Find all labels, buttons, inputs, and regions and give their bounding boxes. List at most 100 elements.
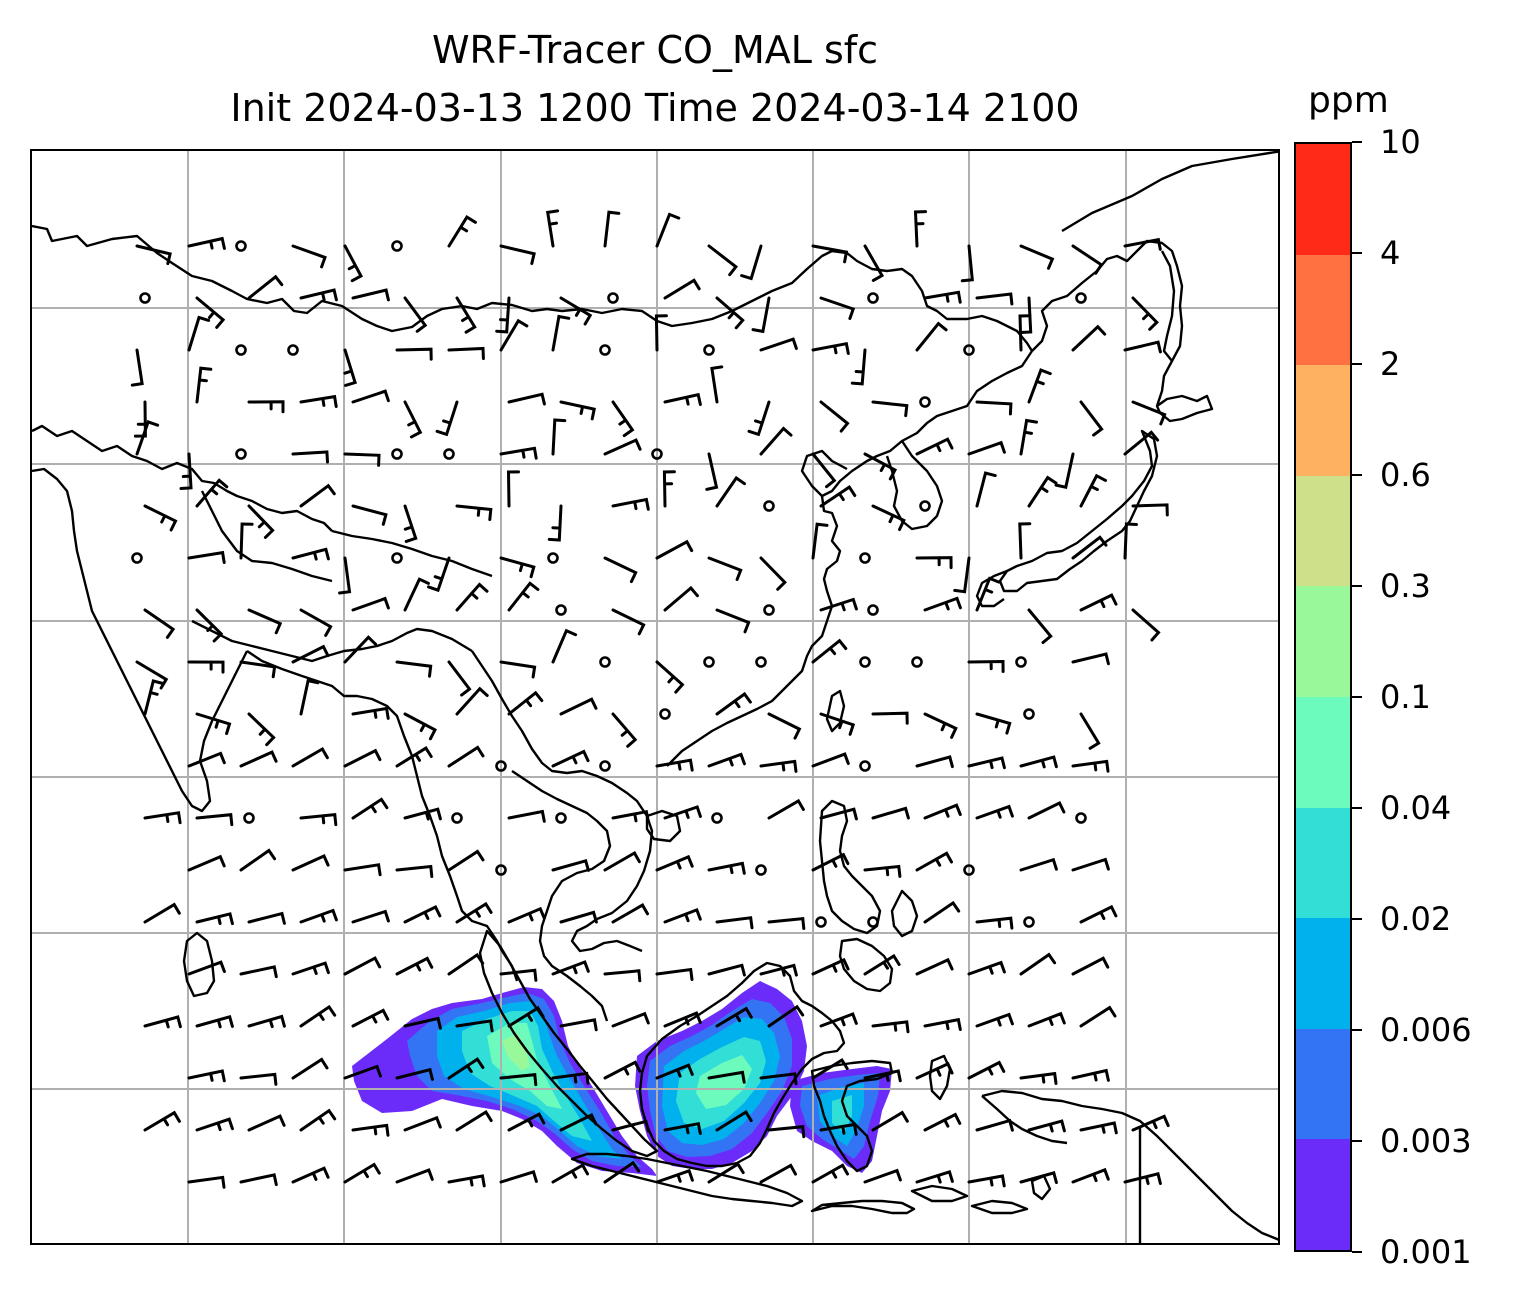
wind-barb xyxy=(403,904,442,924)
wind-barb xyxy=(603,1160,641,1184)
wind-barb xyxy=(1027,608,1053,644)
wind-barb xyxy=(343,635,378,664)
wind-barb xyxy=(1131,608,1161,642)
wind-barb xyxy=(759,426,793,456)
wind-barb xyxy=(559,1112,598,1132)
wind-barb xyxy=(143,902,181,924)
wind-barb xyxy=(547,504,563,542)
wind-barb xyxy=(611,1011,650,1028)
wind-barb xyxy=(1123,430,1160,456)
wind-barb xyxy=(351,504,388,526)
wind-barb xyxy=(603,969,642,983)
calm-wind-circle xyxy=(919,396,931,408)
coastlines xyxy=(32,151,1278,1243)
wind-barb xyxy=(1071,956,1110,976)
calm-wind-circle xyxy=(703,344,715,356)
wind-barb xyxy=(299,908,338,924)
wind-barb xyxy=(299,288,338,302)
wind-barb xyxy=(291,644,330,664)
colorbar-segment xyxy=(1296,586,1350,698)
wind-barb xyxy=(663,585,699,612)
colorbar-segment xyxy=(1296,475,1350,587)
calm-wind-circle xyxy=(391,552,403,564)
wind-barb xyxy=(507,809,546,823)
wind-barb xyxy=(195,712,232,735)
wind-barb xyxy=(195,813,234,827)
wind-barb xyxy=(1071,759,1110,773)
wind-barb xyxy=(915,321,948,352)
wind-barb xyxy=(611,497,650,511)
wind-barb xyxy=(351,1008,390,1028)
calm-wind-circle xyxy=(1015,656,1027,668)
wind-barb xyxy=(559,296,593,326)
calm-wind-circle xyxy=(711,812,723,824)
wind-barb xyxy=(975,804,1014,820)
wind-barb xyxy=(967,960,1006,976)
colorbar-tick-label: 0.02 xyxy=(1380,900,1452,938)
wind-barb xyxy=(559,697,598,716)
wind-barb xyxy=(913,210,927,248)
wind-barb xyxy=(1079,1005,1117,1028)
wind-barb xyxy=(299,1108,337,1132)
wind-barb xyxy=(506,470,520,508)
wind-barb xyxy=(603,1060,642,1080)
wind-barb xyxy=(403,807,442,821)
colorbar-segment xyxy=(1296,365,1350,476)
wind-barb xyxy=(715,691,752,716)
calm-wind-circle xyxy=(599,760,611,772)
wind-barb xyxy=(239,750,278,768)
calm-wind-circle xyxy=(1075,292,1087,304)
colorbar-tick xyxy=(1352,918,1362,920)
wind-barb xyxy=(551,749,590,768)
calm-wind-circle xyxy=(859,552,871,564)
wind-barb xyxy=(819,597,858,612)
wind-barb xyxy=(811,341,850,355)
wind-barb xyxy=(239,1173,278,1187)
wind-barb xyxy=(343,1162,381,1184)
wind-barb xyxy=(611,903,649,924)
wind-barb xyxy=(395,864,434,878)
wind-barb xyxy=(343,452,381,467)
colorbar-tick-label: 10 xyxy=(1380,123,1421,161)
calm-wind-circle xyxy=(391,448,403,460)
wind-barb xyxy=(187,660,225,674)
wind-barb xyxy=(1131,1114,1170,1132)
wind-barb xyxy=(143,504,178,532)
wind-barb xyxy=(871,711,909,725)
wind-barb xyxy=(1027,1011,1066,1028)
wind-barb xyxy=(715,608,751,634)
wind-barb xyxy=(187,751,226,768)
wind-barb xyxy=(545,209,560,248)
wind-barb xyxy=(247,608,283,635)
wind-barb xyxy=(499,968,538,982)
wind-barb xyxy=(1123,522,1138,560)
calm-wind-circle xyxy=(451,812,463,824)
wind-barb xyxy=(403,1016,442,1030)
wind-barb xyxy=(403,296,428,333)
wind-barb xyxy=(551,418,567,456)
wind-barb xyxy=(655,854,694,872)
wind-barb xyxy=(923,1112,962,1132)
calm-wind-circle xyxy=(443,448,455,460)
wind-barb xyxy=(967,440,1006,456)
calm-wind-circle xyxy=(235,240,247,252)
wind-barb xyxy=(975,400,1013,416)
wind-barb xyxy=(1027,475,1058,508)
wind-barb xyxy=(447,952,485,976)
wind-barb xyxy=(499,1073,538,1087)
wind-barb xyxy=(819,1012,858,1028)
wind-barb xyxy=(299,483,336,508)
wind-barb xyxy=(915,851,953,872)
wind-barb xyxy=(403,504,418,543)
wind-barb xyxy=(1019,755,1058,769)
wind-barb xyxy=(707,244,739,277)
wind-barb xyxy=(819,807,858,821)
wind-barb xyxy=(715,916,754,930)
wind-barb xyxy=(1019,857,1058,872)
colorbar-tick xyxy=(1352,807,1362,809)
wind-barb xyxy=(611,400,635,438)
wind-barb xyxy=(247,911,286,925)
calm-wind-circle xyxy=(131,552,143,564)
wind-barb xyxy=(1019,418,1038,456)
wind-barb xyxy=(195,608,224,643)
